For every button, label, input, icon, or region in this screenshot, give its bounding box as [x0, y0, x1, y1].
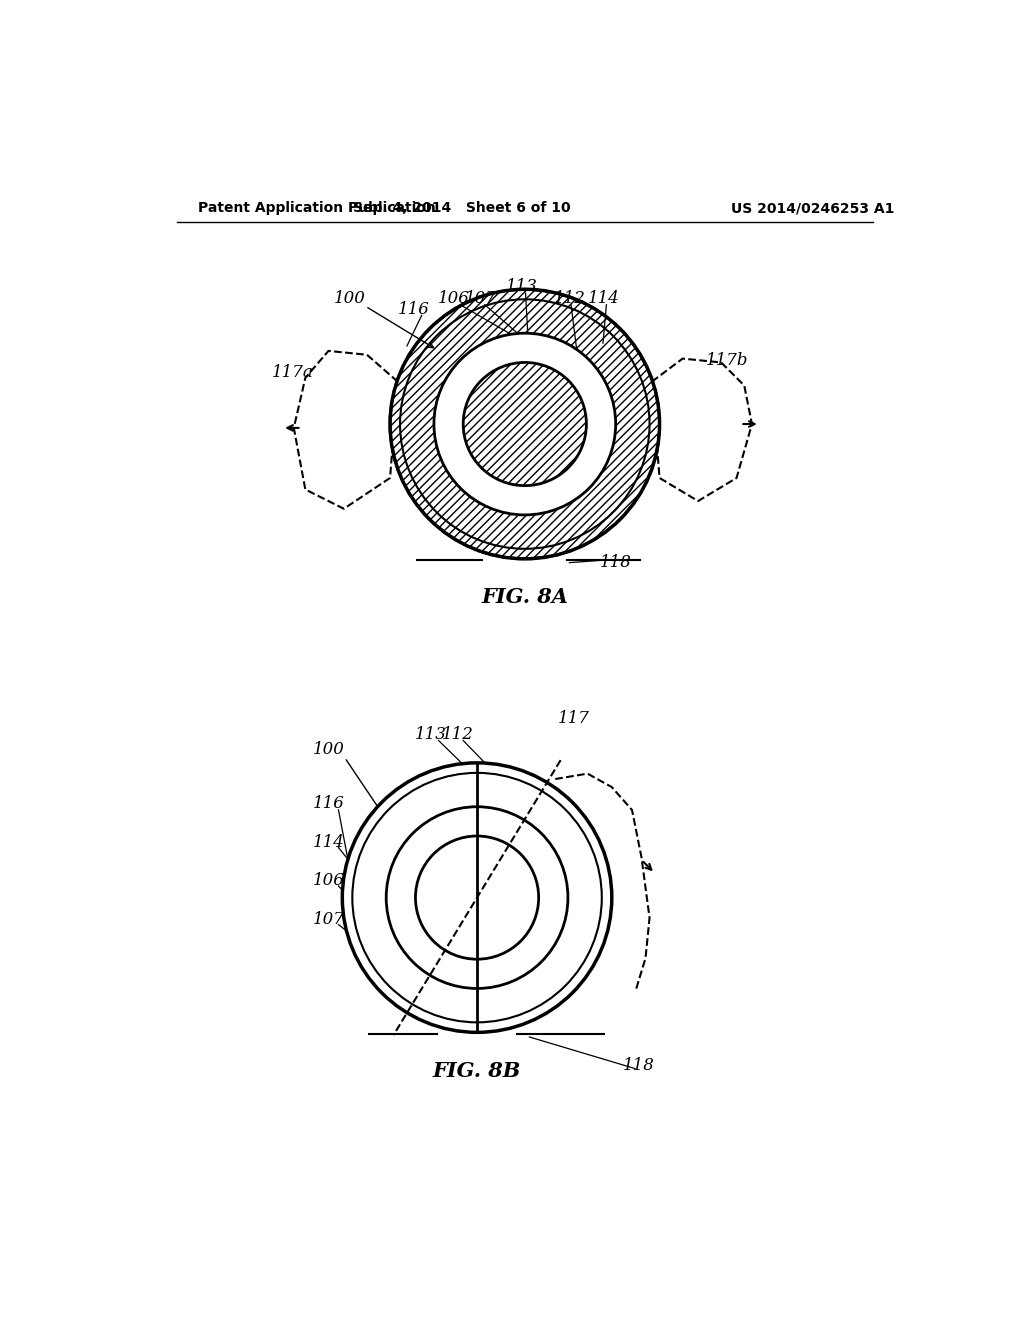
Text: FIG. 8B: FIG. 8B [433, 1061, 521, 1081]
Text: Sep. 4, 2014   Sheet 6 of 10: Sep. 4, 2014 Sheet 6 of 10 [353, 202, 570, 215]
Ellipse shape [416, 836, 539, 960]
Ellipse shape [386, 807, 568, 989]
Ellipse shape [342, 763, 611, 1032]
Text: 117a: 117a [271, 364, 313, 381]
Text: Patent Application Publication: Patent Application Publication [199, 202, 436, 215]
Text: 117: 117 [557, 710, 589, 727]
Text: 107: 107 [313, 911, 345, 928]
Text: 114: 114 [313, 834, 345, 850]
Text: 116: 116 [313, 795, 345, 812]
Ellipse shape [342, 763, 611, 1032]
Ellipse shape [342, 763, 611, 1032]
Text: 100: 100 [313, 742, 345, 758]
Text: 106: 106 [438, 290, 470, 308]
Text: 112: 112 [442, 726, 474, 743]
Ellipse shape [416, 836, 539, 960]
Ellipse shape [434, 333, 615, 515]
Text: 100: 100 [334, 290, 366, 308]
Text: 112: 112 [554, 290, 586, 308]
Text: 118: 118 [623, 1057, 654, 1074]
Text: 113: 113 [415, 726, 446, 743]
Ellipse shape [390, 289, 659, 558]
Text: 118: 118 [600, 554, 632, 572]
Ellipse shape [463, 363, 587, 486]
Text: US 2014/0246253 A1: US 2014/0246253 A1 [731, 202, 895, 215]
Text: 107: 107 [465, 290, 497, 308]
Text: 114: 114 [588, 290, 621, 308]
Text: 117b: 117b [707, 351, 749, 368]
Text: 113: 113 [506, 279, 538, 296]
Text: FIG. 8A: FIG. 8A [481, 587, 568, 607]
Text: 106: 106 [313, 873, 345, 890]
Text: 116: 116 [398, 301, 430, 318]
Ellipse shape [390, 289, 659, 558]
